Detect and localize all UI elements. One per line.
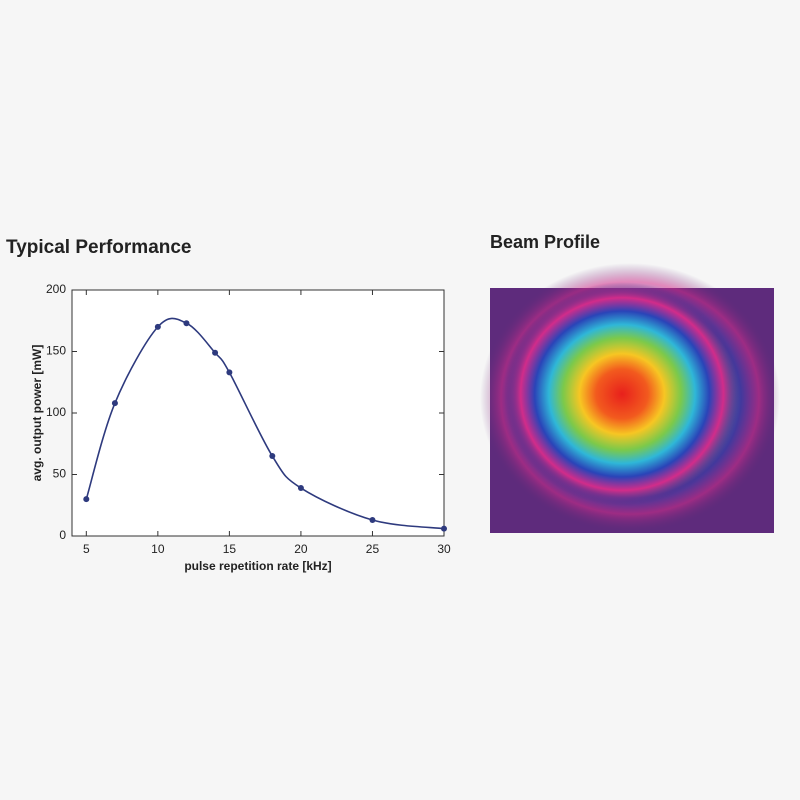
data-point xyxy=(154,323,161,330)
data-point xyxy=(226,369,233,376)
data-point xyxy=(269,453,276,460)
y-tick-label: 200 xyxy=(46,282,66,296)
data-point xyxy=(441,525,447,532)
y-axis-label: avg. output power [mW] xyxy=(30,345,44,482)
chart-title: Typical Performance xyxy=(6,237,192,258)
data-point xyxy=(111,400,118,407)
data-point xyxy=(183,320,190,327)
x-tick-label: 25 xyxy=(366,542,380,556)
data-point xyxy=(369,517,376,524)
y-tick-label: 100 xyxy=(46,405,66,419)
x-tick-label: 10 xyxy=(151,542,165,556)
x-tick-label: 20 xyxy=(294,542,308,556)
y-tick-label: 0 xyxy=(59,528,66,542)
x-axis-label: pulse repetition rate [kHz] xyxy=(184,559,331,573)
data-point xyxy=(297,485,304,492)
plot-area xyxy=(71,289,445,537)
y-tick-label: 50 xyxy=(53,467,67,481)
data-point xyxy=(83,496,90,503)
beam-title: Beam Profile xyxy=(490,232,600,252)
series-line xyxy=(85,317,445,530)
x-tick-label: 5 xyxy=(83,542,90,556)
y-tick-label: 150 xyxy=(46,344,66,358)
data-point xyxy=(212,349,219,356)
x-tick-label: 15 xyxy=(223,542,237,556)
beam-spot xyxy=(504,282,740,506)
x-tick-label: 30 xyxy=(437,542,451,556)
